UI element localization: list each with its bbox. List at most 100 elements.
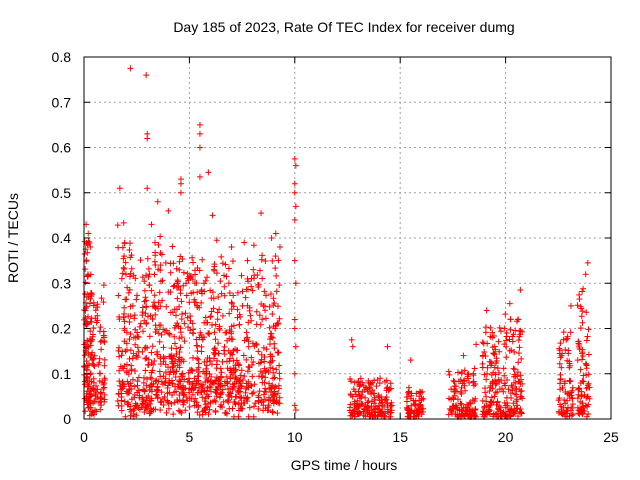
data-point	[228, 244, 235, 251]
data-point	[221, 351, 228, 358]
data-point	[174, 278, 181, 285]
data-point	[87, 371, 94, 378]
data-point	[461, 382, 468, 389]
data-point	[151, 292, 158, 299]
data-point	[181, 320, 188, 327]
data-point	[567, 302, 574, 309]
data-point	[517, 393, 524, 400]
data-point	[234, 360, 241, 367]
data-point	[255, 394, 262, 401]
data-point	[466, 399, 473, 406]
data-point	[244, 368, 251, 375]
data-point	[514, 396, 521, 403]
data-point	[276, 244, 283, 251]
data-point	[387, 380, 394, 387]
data-point	[116, 353, 123, 360]
data-point	[215, 340, 222, 347]
data-point	[513, 385, 520, 392]
data-point	[261, 396, 268, 403]
data-point	[153, 326, 160, 333]
data-point	[585, 380, 592, 387]
data-point	[165, 405, 172, 412]
data-point	[151, 358, 158, 365]
data-point	[155, 330, 162, 337]
data-point	[583, 337, 590, 344]
data-point	[562, 389, 569, 396]
data-point	[577, 366, 584, 373]
data-point	[125, 289, 132, 296]
data-point	[177, 180, 184, 187]
data-point	[120, 255, 127, 262]
data-point	[498, 385, 505, 392]
data-point	[84, 337, 91, 344]
y-tick-label: 0.5	[52, 185, 72, 201]
data-point	[95, 399, 102, 406]
data-point	[383, 385, 390, 392]
data-point	[272, 265, 279, 272]
data-point	[491, 364, 498, 371]
data-point	[98, 395, 105, 402]
data-point	[273, 397, 280, 404]
data-point	[142, 355, 149, 362]
data-point	[81, 378, 88, 385]
data-point	[493, 401, 500, 408]
data-point	[195, 402, 202, 409]
data-point	[226, 310, 233, 317]
data-point	[371, 394, 378, 401]
data-point	[270, 295, 277, 302]
data-point	[579, 319, 586, 326]
data-point	[276, 394, 283, 401]
data-point	[116, 344, 123, 351]
data-point	[140, 328, 147, 335]
data-point	[575, 338, 582, 345]
data-point	[416, 393, 423, 400]
data-point	[148, 369, 155, 376]
data-point	[564, 335, 571, 342]
data-point	[189, 381, 196, 388]
data-point	[500, 388, 507, 395]
data-point	[100, 332, 107, 339]
data-point	[143, 406, 150, 413]
x-tick-label: 20	[498, 429, 514, 445]
data-point	[369, 379, 376, 386]
data-point	[461, 412, 468, 419]
data-point	[237, 395, 244, 402]
data-point	[269, 408, 276, 415]
data-point	[230, 357, 237, 364]
data-point	[347, 412, 354, 419]
data-point	[501, 380, 508, 387]
data-point	[574, 395, 581, 402]
data-point	[556, 360, 563, 367]
data-point	[498, 377, 505, 384]
data-point	[169, 391, 176, 398]
data-point	[179, 384, 186, 391]
data-point	[190, 259, 197, 266]
data-point	[224, 365, 231, 372]
data-point	[514, 369, 521, 376]
data-point	[203, 375, 210, 382]
data-point	[196, 173, 203, 180]
data-point	[352, 391, 359, 398]
data-point	[381, 404, 388, 411]
data-point	[275, 257, 282, 264]
y-axis-label: ROTI / TECUs	[5, 193, 21, 283]
data-point	[217, 278, 224, 285]
data-point	[218, 253, 225, 260]
data-point	[92, 307, 99, 314]
data-point	[237, 372, 244, 379]
data-point	[583, 361, 590, 368]
x-tick-label: 5	[186, 429, 194, 445]
data-point	[575, 344, 582, 351]
data-point	[566, 377, 573, 384]
data-point	[458, 390, 465, 397]
data-point	[556, 345, 563, 352]
data-point	[166, 389, 173, 396]
data-point	[269, 310, 276, 317]
data-point	[175, 283, 182, 290]
data-point	[208, 308, 215, 315]
data-point	[577, 325, 584, 332]
data-point	[229, 381, 236, 388]
data-point	[262, 258, 269, 265]
data-point	[507, 316, 514, 323]
data-point	[383, 394, 390, 401]
